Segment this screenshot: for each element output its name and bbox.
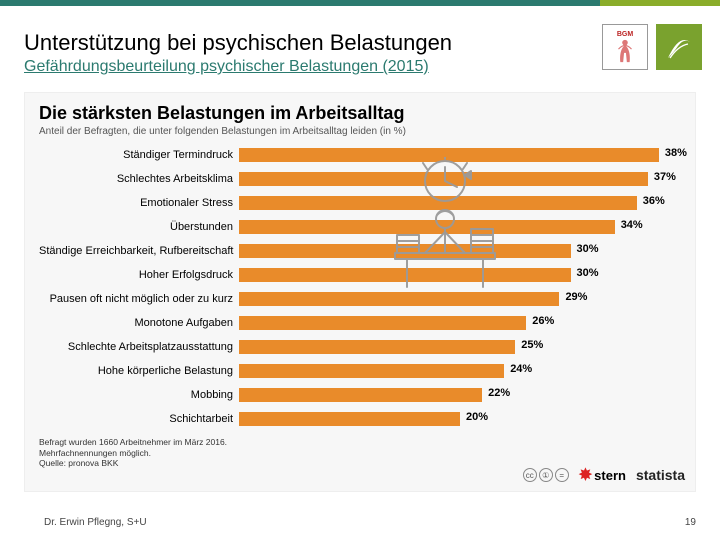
- stern-label: stern: [594, 468, 626, 483]
- page-number: 19: [685, 517, 696, 528]
- bar-track: 22%: [239, 388, 681, 402]
- bar-row: Überstunden 34%: [39, 217, 681, 237]
- bar-value: 26%: [532, 315, 554, 327]
- bar-row: Mobbing 22%: [39, 385, 681, 405]
- footnote-line-2: Mehrfachnennungen möglich.: [39, 448, 681, 459]
- bar-fill: [239, 292, 559, 306]
- bar-label: Ständige Erreichbarkeit, Rufbereitschaft: [39, 245, 239, 257]
- cc-icon: cc: [523, 468, 537, 482]
- footnote-line-1: Befragt wurden 1660 Arbeitnehmer im März…: [39, 437, 681, 448]
- chart-title: Die stärksten Belastungen im Arbeitsallt…: [39, 103, 681, 124]
- bar-fill: [239, 268, 571, 282]
- logos: BGM: [602, 24, 702, 70]
- cc-icons: cc ① =: [523, 468, 569, 482]
- bar-value: 29%: [565, 291, 587, 303]
- stripe-main: [0, 0, 600, 6]
- bar-track: 29%: [239, 292, 681, 306]
- bar-track: 36%: [239, 196, 681, 210]
- bar-value: 30%: [577, 243, 599, 255]
- bar-fill: [239, 172, 648, 186]
- bar-label: Schichtarbeit: [39, 413, 239, 425]
- bar-label: Ständiger Termindruck: [39, 149, 239, 161]
- bar-track: 34%: [239, 220, 681, 234]
- bar-label: Hoher Erfolgsdruck: [39, 269, 239, 281]
- bar-label: Überstunden: [39, 221, 239, 233]
- bar-track: 20%: [239, 412, 681, 426]
- bar-label: Pausen oft nicht möglich oder zu kurz: [39, 293, 239, 305]
- bar-value: 24%: [510, 363, 532, 375]
- bar-track: 37%: [239, 172, 681, 186]
- bar-row: Monotone Aufgaben 26%: [39, 313, 681, 333]
- bar-fill: [239, 412, 460, 426]
- bar-track: 30%: [239, 244, 681, 258]
- slide: { "stripe": { "colorA": "#2b7a6f", "colo…: [0, 0, 720, 540]
- bar-label: Mobbing: [39, 389, 239, 401]
- bar-track: 38%: [239, 148, 681, 162]
- by-icon: ①: [539, 468, 553, 482]
- bar-label: Schlechtes Arbeitsklima: [39, 173, 239, 185]
- schwabe-logo: [656, 24, 702, 70]
- chart-panel: Die stärksten Belastungen im Arbeitsallt…: [24, 92, 696, 492]
- bar-row: Ständiger Termindruck38%: [39, 145, 681, 165]
- bar-label: Monotone Aufgaben: [39, 317, 239, 329]
- attributions: cc ① = ✸ stern statista: [523, 465, 685, 485]
- bar-row: Emotionaler Stress 36%: [39, 193, 681, 213]
- header: Unterstützung bei psychischen Belastunge…: [24, 30, 696, 76]
- bar-fill: [239, 220, 615, 234]
- top-stripe: [0, 0, 720, 6]
- bar-row: Hohe körperliche Belastung 24%: [39, 361, 681, 381]
- bar-value: 30%: [577, 267, 599, 279]
- bar-row: Schlechte Arbeitsplatzausstattung 25%: [39, 337, 681, 357]
- page-title: Unterstützung bei psychischen Belastunge…: [24, 30, 696, 56]
- bar-value: 25%: [521, 339, 543, 351]
- bgm-label: BGM: [617, 31, 633, 38]
- bar-track: 26%: [239, 316, 681, 330]
- nd-icon: =: [555, 468, 569, 482]
- bar-fill: [239, 148, 659, 162]
- bar-fill: [239, 340, 515, 354]
- bar-label: Schlechte Arbeitsplatzausstattung: [39, 341, 239, 353]
- bar-row: Schichtarbeit 20%: [39, 409, 681, 429]
- leaf-icon: [664, 32, 694, 62]
- bar-fill: [239, 244, 571, 258]
- bar-label: Hohe körperliche Belastung: [39, 365, 239, 377]
- bar-fill: [239, 196, 637, 210]
- person-icon: [615, 38, 635, 64]
- page-subtitle: Gefährdungsbeurteilung psychischer Belas…: [24, 58, 696, 76]
- bar-row: Hoher Erfolgsdruck 30%: [39, 265, 681, 285]
- star-icon: ✸: [579, 465, 592, 485]
- bar-row: Schlechtes Arbeitsklima 37%: [39, 169, 681, 189]
- bar-list: Ständiger Termindruck38%Schlechtes Arbei…: [39, 145, 681, 429]
- bar-fill: [239, 388, 482, 402]
- bar-fill: [239, 316, 526, 330]
- bar-track: 30%: [239, 268, 681, 282]
- bar-track: 25%: [239, 340, 681, 354]
- footer: Dr. Erwin Pflegng, S+U 19: [44, 517, 696, 528]
- bgm-logo: BGM: [602, 24, 648, 70]
- bar-value: 34%: [621, 219, 643, 231]
- bar-value: 37%: [654, 171, 676, 183]
- bar-row: Ständige Erreichbarkeit, Rufbereitschaft…: [39, 241, 681, 261]
- bar-value: 38%: [665, 147, 687, 159]
- bar-value: 36%: [643, 195, 665, 207]
- bar-label: Emotionaler Stress: [39, 197, 239, 209]
- bar-track: 24%: [239, 364, 681, 378]
- bar-row: Pausen oft nicht möglich oder zu kurz 29%: [39, 289, 681, 309]
- stripe-accent: [600, 0, 720, 6]
- stern-logo: ✸ stern: [579, 465, 626, 485]
- bar-value: 20%: [466, 411, 488, 423]
- footer-author: Dr. Erwin Pflegng, S+U: [44, 517, 147, 528]
- statista-logo: statista: [636, 467, 685, 483]
- chart-subtitle: Anteil der Befragten, die unter folgende…: [39, 126, 681, 137]
- bar-value: 22%: [488, 387, 510, 399]
- bar-fill: [239, 364, 504, 378]
